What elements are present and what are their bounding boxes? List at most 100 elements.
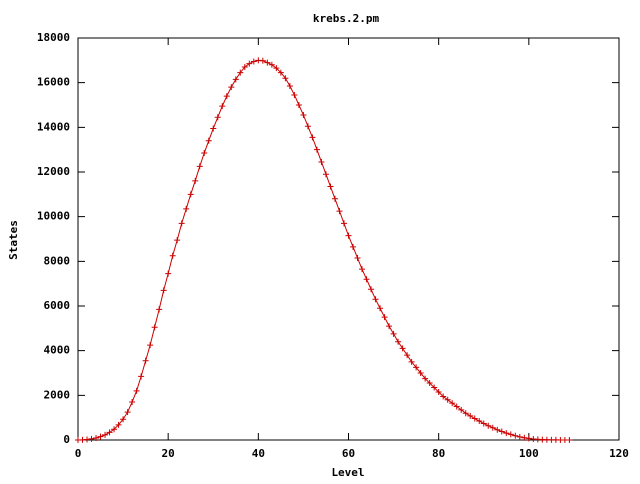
- data-point: [322, 171, 329, 178]
- data-point: [264, 59, 271, 66]
- data-point: [345, 232, 352, 239]
- data-point: [102, 431, 109, 438]
- y-tick-label: 6000: [44, 299, 71, 312]
- data-point: [372, 296, 379, 303]
- data-point: [151, 324, 158, 331]
- y-tick-label: 2000: [44, 388, 71, 401]
- data-point: [340, 220, 347, 227]
- data-point: [368, 286, 375, 293]
- data-point: [458, 406, 465, 413]
- data-point: [205, 137, 212, 144]
- x-tick-label: 20: [162, 447, 175, 460]
- x-tick-label: 40: [252, 447, 265, 460]
- data-point: [566, 436, 573, 443]
- data-point: [350, 243, 357, 250]
- x-tick-label: 80: [432, 447, 445, 460]
- data-point: [525, 435, 532, 442]
- data-point: [223, 93, 230, 100]
- data-point: [295, 102, 302, 108]
- data-point: [480, 420, 487, 427]
- y-tick-label: 4000: [44, 344, 71, 357]
- data-point: [241, 64, 248, 71]
- data-point: [521, 434, 528, 441]
- x-tick-label: 120: [609, 447, 629, 460]
- data-point: [187, 191, 194, 198]
- data-point: [507, 431, 514, 438]
- data-point: [363, 276, 370, 283]
- data-point: [259, 57, 266, 64]
- data-point: [169, 252, 176, 259]
- data-point: [395, 338, 402, 345]
- data-point: [210, 125, 217, 132]
- data-point: [268, 61, 275, 68]
- data-point: [97, 433, 104, 440]
- y-tick-label: 16000: [37, 76, 70, 89]
- data-point: [304, 123, 311, 130]
- data-point: [503, 430, 510, 437]
- data-point: [386, 323, 393, 330]
- data-point: [273, 65, 280, 72]
- data-point: [147, 342, 154, 349]
- data-point: [160, 287, 167, 294]
- data-point: [462, 410, 469, 417]
- data-point: [124, 409, 131, 416]
- y-tick-label: 0: [63, 433, 70, 446]
- data-point: [318, 158, 325, 165]
- data-point: [250, 58, 257, 65]
- data-point: [219, 103, 226, 110]
- data-point: [156, 306, 163, 313]
- y-tick-label: 8000: [44, 254, 71, 267]
- data-point: [408, 358, 415, 365]
- data-point: [192, 177, 199, 184]
- data-point: [426, 380, 433, 387]
- data-point: [313, 146, 320, 153]
- data-point: [174, 237, 181, 244]
- x-tick-label: 100: [519, 447, 539, 460]
- data-point: [413, 364, 420, 371]
- data-point: [142, 357, 149, 364]
- y-tick-label: 10000: [37, 210, 70, 223]
- data-point: [115, 421, 122, 428]
- data-point: [476, 418, 483, 425]
- data-point: [512, 432, 519, 439]
- data-point: [129, 399, 136, 406]
- data-point: [88, 435, 95, 442]
- data-point: [453, 403, 460, 410]
- data-point: [444, 396, 451, 403]
- data-point: [300, 112, 307, 119]
- data-point: [133, 387, 140, 394]
- data-point: [232, 76, 239, 83]
- data-point: [237, 69, 244, 76]
- data-point: [246, 60, 253, 67]
- x-tick-label: 60: [342, 447, 355, 460]
- data-point: [404, 352, 411, 359]
- data-point: [377, 305, 384, 312]
- data-point: [399, 345, 406, 352]
- data-point: [331, 195, 338, 202]
- data-point: [354, 254, 361, 261]
- data-point: [196, 163, 203, 170]
- data-point: [494, 426, 501, 433]
- data-point: [431, 384, 438, 391]
- data-point: [516, 433, 523, 440]
- data-point: [282, 75, 289, 82]
- chart-title: krebs.2.pm: [313, 12, 380, 25]
- data-point: [449, 400, 456, 407]
- data-point: [277, 69, 284, 76]
- data-point: [336, 208, 343, 215]
- data-point: [381, 314, 388, 321]
- data-point: [291, 91, 298, 98]
- data-point: [286, 83, 293, 90]
- data-point: [390, 330, 397, 337]
- data-point: [417, 370, 424, 376]
- y-axis-label: States: [7, 220, 20, 260]
- data-point: [138, 373, 145, 380]
- data-point: [498, 428, 505, 435]
- data-point: [165, 270, 172, 277]
- x-tick-label: 0: [75, 447, 82, 460]
- data-point: [467, 412, 474, 419]
- data-point: [111, 426, 118, 433]
- y-tick-label: 18000: [37, 31, 70, 44]
- data-point: [485, 422, 492, 429]
- data-point: [440, 393, 447, 400]
